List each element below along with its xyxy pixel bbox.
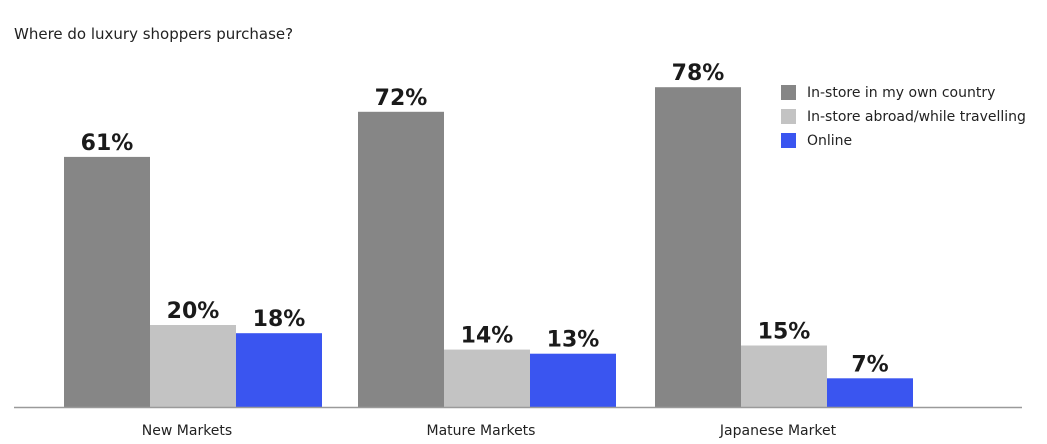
legend-swatch-online [781,133,796,148]
bar-japanese-market-online [827,378,913,407]
value-label-japanese-market-online: 7% [851,352,888,377]
category-label-new-markets: New Markets [142,423,232,439]
bar-new-markets-online [236,333,322,407]
category-labels-group: New Markets Mature Markets Japanese Market [142,423,837,439]
bar-new-markets-in-store-in-my-own-country [64,156,150,407]
legend-swatch-in-store-in-my-own-country [781,85,796,100]
legend-label-in-store-in-my-own-country: In-store in my own country [807,85,995,101]
bar-japanese-market-in-store-in-my-own-country [655,87,741,407]
legend: In-store in my own country In-store abroa… [781,85,1026,149]
chart-title: Where do luxury shoppers purchase? [14,25,293,43]
value-label-mature-markets-online: 13% [547,328,600,353]
bar-mature-markets-in-store-in-my-own-country [358,111,444,408]
legend-label-online: Online [807,133,852,149]
legend-label-in-store-abroad-while-travelling: In-store abroad/while travelling [807,109,1026,125]
value-label-new-markets-in-store-abroad-while-travelling: 20% [167,299,220,324]
category-label-japanese-market: Japanese Market [719,423,837,439]
value-label-japanese-market-in-store-in-my-own-country: 78% [672,61,725,86]
value-labels-group: 61% 20% 18% 72% 14% 13% 78% 15% 7% [81,61,889,377]
value-label-mature-markets-in-store-abroad-while-travelling: 14% [461,324,514,349]
value-label-mature-markets-in-store-in-my-own-country: 72% [375,86,428,111]
bar-mature-markets-online [530,353,616,407]
bars-group [64,87,913,408]
legend-swatch-in-store-abroad-while-travelling [781,109,796,124]
value-label-new-markets-in-store-in-my-own-country: 61% [81,131,134,156]
bar-japanese-market-in-store-abroad-while-travelling [741,345,827,407]
value-label-new-markets-online: 18% [253,307,306,332]
value-label-japanese-market-in-store-abroad-while-travelling: 15% [758,320,811,345]
bar-mature-markets-in-store-abroad-while-travelling [444,349,530,407]
category-label-mature-markets: Mature Markets [427,423,536,439]
bar-new-markets-in-store-abroad-while-travelling [150,325,236,407]
